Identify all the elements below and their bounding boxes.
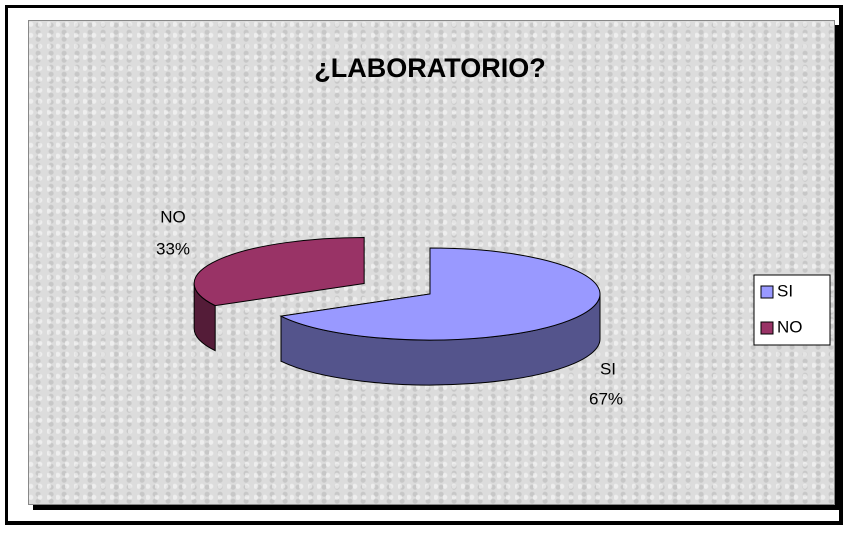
legend-swatch	[760, 285, 774, 299]
chart-area	[28, 20, 835, 505]
data-label-category: SI	[600, 359, 616, 378]
legend-swatch	[760, 321, 774, 335]
data-label-value: 33%	[156, 239, 190, 258]
outer-frame	[5, 5, 843, 525]
legend-label: SI	[777, 281, 793, 300]
chart-title: ¿LABORATORIO?	[314, 53, 545, 83]
legend-label: NO	[777, 317, 803, 336]
data-label-category: NO	[160, 207, 186, 226]
data-label-value: 67%	[589, 389, 623, 408]
slice	[279, 247, 601, 341]
slice	[193, 236, 365, 307]
